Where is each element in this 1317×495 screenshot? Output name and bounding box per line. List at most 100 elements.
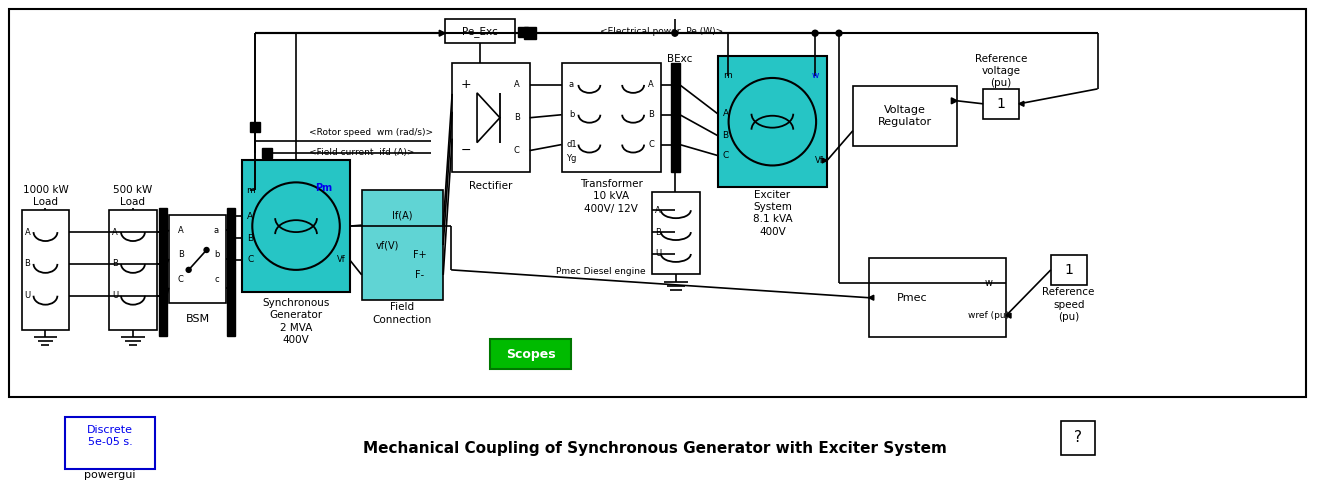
Text: Reference
speed
(pu): Reference speed (pu) [1043, 287, 1094, 322]
Polygon shape [1006, 313, 1011, 318]
Text: A: A [248, 212, 253, 221]
Text: A: A [25, 228, 30, 237]
Text: b: b [569, 110, 574, 119]
Text: Pmec: Pmec [897, 293, 927, 303]
Bar [718, 56, 827, 187]
Text: BExc: BExc [668, 54, 693, 64]
Text: B: B [248, 234, 253, 243]
Polygon shape [524, 30, 529, 36]
Polygon shape [822, 158, 827, 163]
Text: <Electrical power  Pe (W)>: <Electrical power Pe (W)> [601, 27, 723, 36]
Text: Rectifier: Rectifier [469, 181, 512, 192]
Text: a: a [213, 226, 219, 235]
Text: Scopes: Scopes [506, 348, 556, 361]
Text: A: A [514, 80, 520, 90]
Polygon shape [869, 295, 873, 300]
Text: w: w [811, 71, 819, 81]
Text: Yg: Yg [566, 154, 577, 163]
Circle shape [813, 30, 818, 36]
Bar [228, 208, 236, 336]
Text: m: m [246, 186, 254, 195]
Bar [670, 63, 680, 172]
Text: If(A): If(A) [392, 210, 412, 220]
Text: C: C [178, 275, 183, 284]
Text: +: + [461, 78, 471, 92]
Text: d1: d1 [566, 140, 577, 149]
Bar [262, 148, 273, 157]
Text: U: U [112, 291, 119, 300]
Text: Exciter
System
8.1 kVA
400V: Exciter System 8.1 kVA 400V [752, 190, 792, 237]
Bar [250, 122, 261, 132]
Text: 1000 kW
Load: 1000 kW Load [22, 185, 68, 207]
Text: Transformer
10 kVA
400V/ 12V: Transformer 10 kVA 400V/ 12V [579, 179, 643, 214]
Circle shape [672, 30, 678, 36]
Bar [362, 190, 444, 299]
Text: b: b [213, 250, 219, 259]
Text: vf(V): vf(V) [375, 240, 399, 250]
Text: B: B [112, 259, 119, 268]
Bar [652, 193, 699, 274]
Text: powergui: powergui [84, 470, 136, 480]
Bar [869, 258, 1006, 338]
Bar [109, 210, 157, 330]
Polygon shape [1019, 101, 1023, 106]
Text: Discrete
5e-05 s.: Discrete 5e-05 s. [87, 425, 133, 447]
Circle shape [728, 78, 817, 165]
Text: Pe_Exc: Pe_Exc [462, 26, 498, 37]
Text: A: A [723, 109, 728, 118]
Bar [242, 160, 350, 292]
Text: Pm: Pm [315, 183, 332, 194]
Text: m: m [723, 71, 732, 81]
Bar [490, 340, 572, 369]
Text: C: C [723, 151, 728, 160]
Text: wref (pu): wref (pu) [968, 311, 1009, 320]
Circle shape [204, 248, 209, 252]
Text: A: A [648, 80, 655, 90]
Text: c: c [215, 275, 219, 284]
Text: B: B [655, 228, 661, 237]
Text: Synchronous
Generator
2 MVA
400V: Synchronous Generator 2 MVA 400V [262, 298, 329, 345]
Text: B: B [723, 131, 728, 140]
Text: F-: F- [415, 270, 424, 280]
Text: Field
Connection: Field Connection [373, 302, 432, 325]
Text: C: C [248, 255, 253, 264]
Text: ?: ? [1073, 431, 1081, 446]
Polygon shape [477, 93, 500, 143]
Bar [1060, 421, 1094, 455]
Text: C: C [648, 140, 655, 149]
Circle shape [253, 182, 340, 270]
Text: w: w [984, 278, 992, 288]
Bar [853, 86, 957, 146]
Bar [518, 27, 528, 37]
Text: A: A [178, 226, 183, 235]
Bar [561, 63, 661, 172]
Text: <Field current  ifd (A)>: <Field current ifd (A)> [309, 148, 415, 157]
Text: B: B [25, 259, 30, 268]
Text: Voltage
Regulator: Voltage Regulator [877, 104, 931, 127]
Text: Vf: Vf [337, 255, 346, 264]
Text: A: A [655, 206, 661, 215]
Bar [445, 19, 515, 43]
Bar [1051, 255, 1087, 285]
Text: 1: 1 [1064, 263, 1073, 277]
Text: B: B [648, 110, 655, 119]
Text: BSM: BSM [186, 314, 209, 324]
Bar [9, 9, 1306, 397]
Text: Vf: Vf [815, 156, 823, 165]
Text: 500 kW
Load: 500 kW Load [113, 185, 153, 207]
Polygon shape [951, 98, 957, 104]
Circle shape [186, 267, 191, 272]
Text: Mechanical Coupling of Synchronous Generator with Exciter System: Mechanical Coupling of Synchronous Gener… [363, 442, 947, 456]
Text: Pmec Diesel engine: Pmec Diesel engine [556, 267, 645, 276]
Text: B: B [178, 250, 183, 259]
Text: U: U [655, 249, 661, 258]
Text: C: C [514, 146, 520, 155]
Bar [524, 27, 536, 39]
Bar [159, 208, 167, 336]
Text: U: U [25, 291, 30, 300]
Text: F+: F+ [412, 250, 427, 260]
Text: 1: 1 [997, 97, 1005, 111]
Text: A: A [112, 228, 119, 237]
Text: Reference
voltage
(pu): Reference voltage (pu) [975, 53, 1027, 89]
Circle shape [836, 30, 842, 36]
